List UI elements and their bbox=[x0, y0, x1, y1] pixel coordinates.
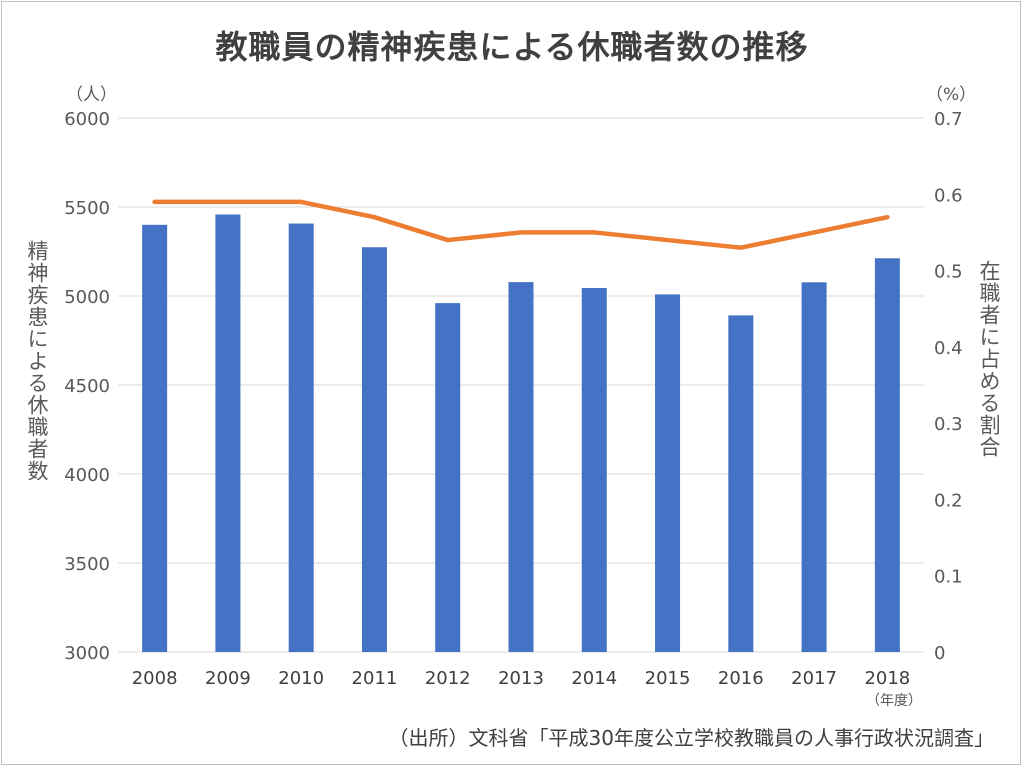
x-tick-label: 2011 bbox=[352, 668, 398, 689]
left-axis-label: 精神疾患による休職者数 bbox=[25, 240, 49, 482]
x-axis-unit: （年度） bbox=[866, 693, 922, 709]
x-tick-label: 2015 bbox=[645, 668, 691, 689]
y-tick-label-right: 0.3 bbox=[934, 414, 963, 435]
bar bbox=[728, 315, 754, 652]
bar bbox=[361, 247, 387, 652]
y-tick-label-right: 0 bbox=[934, 643, 945, 664]
bar bbox=[435, 303, 461, 652]
right-axis-label: 在職者に占める割合 bbox=[977, 260, 1001, 458]
x-tick-label: 2012 bbox=[425, 668, 471, 689]
y-tick-label-left: 5500 bbox=[64, 198, 110, 219]
y-tick-label-left: 5000 bbox=[64, 287, 110, 308]
y-tick-label-left: 3500 bbox=[64, 554, 110, 575]
x-tick-label: 2010 bbox=[278, 668, 324, 689]
bar bbox=[581, 287, 607, 652]
bar bbox=[215, 214, 241, 652]
left-axis-unit: （人） bbox=[66, 85, 117, 105]
series-line bbox=[152, 199, 890, 250]
y-tick-label-left: 4000 bbox=[64, 465, 110, 486]
bar bbox=[874, 258, 900, 652]
bar bbox=[508, 282, 534, 652]
y-tick-label-right: 0.6 bbox=[934, 185, 963, 206]
x-tick-label: 2014 bbox=[571, 668, 617, 689]
x-tick-label: 2008 bbox=[132, 668, 178, 689]
bar bbox=[288, 223, 314, 652]
y-tick-label-right: 0.1 bbox=[934, 567, 963, 588]
x-tick-label: 2018 bbox=[864, 668, 910, 689]
x-tick-label: 2017 bbox=[791, 668, 837, 689]
chart-title: 教職員の精神疾患による休職者数の推移 bbox=[215, 28, 809, 66]
y-tick-label-right: 0.2 bbox=[934, 490, 963, 511]
y-tick-label-right: 0.5 bbox=[934, 262, 963, 283]
x-tick-label: 2016 bbox=[718, 668, 764, 689]
y-tick-label-right: 0.4 bbox=[934, 338, 963, 359]
source-note: （出所）文科省「平成30年度公立学校教職員の人事行政状況調査」 bbox=[388, 726, 994, 750]
x-tick-label: 2013 bbox=[498, 668, 544, 689]
bar bbox=[142, 224, 168, 653]
bar bbox=[801, 282, 827, 652]
y-tick-label-left: 4500 bbox=[64, 376, 110, 397]
y-tick-label-right: 0.7 bbox=[934, 109, 963, 130]
bar bbox=[655, 294, 681, 652]
y-tick-label-left: 6000 bbox=[64, 109, 110, 130]
x-tick-label: 2009 bbox=[205, 668, 251, 689]
y-tick-label-left: 3000 bbox=[64, 643, 110, 664]
right-axis-unit: （%） bbox=[926, 85, 977, 105]
